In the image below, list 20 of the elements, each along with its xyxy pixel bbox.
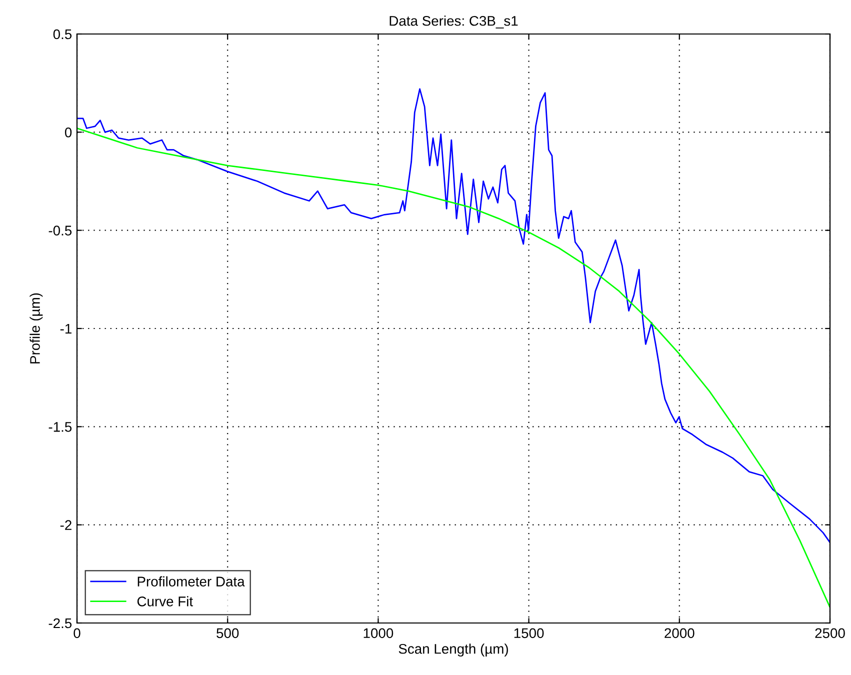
x-axis-title: Scan Length (µm): [398, 644, 508, 657]
y-tick-label: -1: [60, 324, 72, 334]
y-tick-label: 0: [64, 128, 72, 138]
chart-title: Data Series: C3B_s1: [390, 16, 518, 28]
line-series: [77, 128, 830, 608]
line-series: [77, 88, 830, 544]
y-tick-label: -1.5: [48, 422, 72, 432]
y-tick-label: -0.5: [48, 226, 72, 236]
x-tick-label: 1500: [514, 628, 544, 638]
y-axis-title: Profile (µm): [30, 293, 43, 364]
x-tick-label: 0: [74, 628, 80, 638]
y-tick-label: -2: [60, 520, 72, 530]
y-tick-label: 0.5: [53, 29, 72, 40]
legend-label: Profilometer Data: [138, 576, 245, 586]
x-tick-label: 1000: [364, 628, 394, 638]
legend-label: Curve Fit: [137, 596, 193, 606]
x-tick-label: 2500: [815, 628, 845, 638]
x-tick-label: 2000: [664, 628, 694, 638]
x-tick-label: 500: [216, 628, 239, 638]
y-tick-label: -2.5: [48, 618, 72, 628]
